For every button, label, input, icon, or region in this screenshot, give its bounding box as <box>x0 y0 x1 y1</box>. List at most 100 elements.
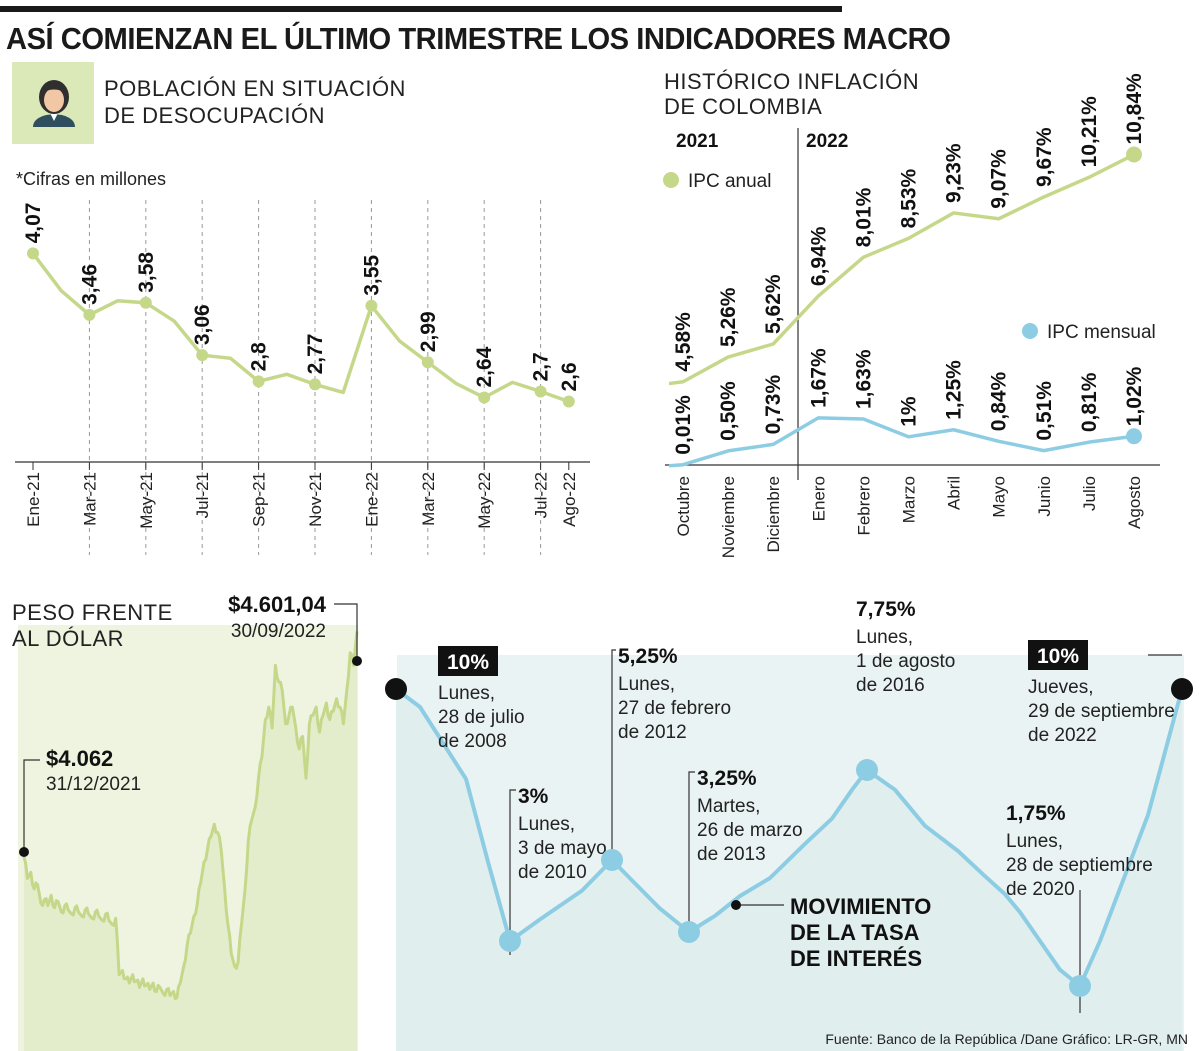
ipc-annual-label: 4,58% <box>672 312 695 372</box>
rate-date-label: 29 de septiembre <box>1028 701 1175 722</box>
ipc-annual-label: 10,21% <box>1078 96 1101 168</box>
data-point <box>365 299 378 312</box>
rate-value-label: 1,75% <box>1006 802 1066 825</box>
rate-date-label: Lunes, <box>518 814 575 835</box>
rate-leader-line <box>509 789 516 955</box>
data-label: 3,55 <box>360 255 383 296</box>
peso-start-date: 31/12/2021 <box>46 774 141 795</box>
unemployment-title-line2: DE DESOCUPACIÓN <box>104 103 325 128</box>
data-label: 2,64 <box>473 346 496 387</box>
peso-area-fill <box>24 631 357 1051</box>
rate-point <box>856 759 878 781</box>
peso-end-date: 30/09/2022 <box>231 621 326 642</box>
ipc-annual-line <box>668 152 1135 386</box>
rate-date-label: 28 de julio <box>438 707 525 728</box>
rate-date-label: Jueves, <box>1028 677 1093 698</box>
rate-date-label: Martes, <box>697 796 760 817</box>
rate-date-label: de 2012 <box>618 722 687 743</box>
year-2021-label: 2021 <box>676 131 719 152</box>
rate-date-label: 28 de septiembre <box>1006 855 1153 876</box>
rate-point-highlight <box>1171 678 1193 700</box>
peso-chart: PESO FRENTE AL DÓLAR $ $4.062 31/12/2021… <box>12 592 362 1051</box>
data-label: 2,99 <box>417 311 440 352</box>
month-tick-label: Mayo <box>990 476 1009 518</box>
rate-caption-line3: DE INTERÉS <box>790 946 922 971</box>
rate-caption-point <box>731 900 741 910</box>
x-tick-label: Ene-21 <box>24 472 43 527</box>
ipc-monthly-endpoint <box>1126 428 1142 445</box>
data-label: 3,06 <box>191 304 214 345</box>
rate-date-label: 27 de febrero <box>618 698 731 719</box>
data-label: 2,6 <box>558 362 581 391</box>
legend-monthly-swatch <box>1022 323 1038 339</box>
ipc-annual-endpoint <box>1126 146 1142 163</box>
rate-area-fill <box>396 689 1182 1051</box>
rate-point <box>678 921 700 943</box>
ipc-annual-label: 9,07% <box>988 149 1011 209</box>
data-label: 2,77 <box>304 334 327 375</box>
peso-series-line <box>22 631 359 1001</box>
data-point <box>196 349 209 362</box>
rate-value-badge <box>438 646 498 676</box>
month-tick-label: Marzo <box>900 476 919 523</box>
ipc-monthly-label: 1,02% <box>1123 366 1146 426</box>
legend-monthly-label: IPC mensual <box>1047 322 1156 343</box>
peso-end-value: $4.601,04 <box>228 592 327 617</box>
rate-leader-line <box>611 649 616 860</box>
data-point <box>478 391 491 404</box>
unemployment-title-line1: POBLACIÓN EN SITUACIÓN <box>104 76 406 101</box>
data-point <box>252 375 265 388</box>
data-point <box>534 385 547 398</box>
rate-caption-line1: MOVIMIENTO <box>790 894 931 919</box>
x-tick-label: Jul-21 <box>193 472 212 518</box>
data-point <box>562 395 575 408</box>
month-tick-label: Noviembre <box>719 476 738 558</box>
x-tick-label: Ago-22 <box>560 472 579 527</box>
rate-series-line <box>394 687 1184 988</box>
month-tick-label: Junio <box>1035 476 1054 517</box>
inflation-title-line2: DE COLOMBIA <box>664 94 822 119</box>
rate-date-label: de 2008 <box>438 731 507 752</box>
rate-point-highlight <box>385 678 407 700</box>
month-tick-label: Agosto <box>1125 476 1144 529</box>
unemployment-chart: POBLACIÓN EN SITUACIÓN DE DESOCUPACIÓN *… <box>12 62 590 555</box>
ipc-annual-label: 8,01% <box>852 187 875 247</box>
x-tick-label: Mar-21 <box>80 472 99 526</box>
month-tick-label: Octubre <box>674 476 693 536</box>
ipc-monthly-label: 1% <box>898 396 921 427</box>
data-point <box>309 378 321 391</box>
x-tick-label: Sep-21 <box>250 472 269 527</box>
ipc-annual-label: 6,94% <box>807 226 830 286</box>
ipc-monthly-label: 1,25% <box>943 360 966 420</box>
rate-point <box>499 930 521 952</box>
peso-start-leader <box>23 759 40 852</box>
ipc-monthly-label: 0,50% <box>717 381 740 441</box>
x-tick-label: Jul-22 <box>532 472 551 518</box>
legend-annual-swatch <box>663 172 679 188</box>
peso-end-point <box>352 656 362 666</box>
ipc-annual-label: 10,84% <box>1123 73 1146 145</box>
rate-date-label: Lunes, <box>1006 831 1063 852</box>
data-label: 3,58 <box>135 252 158 293</box>
data-label: 4,07 <box>22 203 45 244</box>
ipc-annual-label: 8,53% <box>898 168 921 228</box>
x-tick-label: May-22 <box>475 472 494 529</box>
ipc-monthly-label: 0,51% <box>1033 381 1056 441</box>
ipc-annual-label: 5,62% <box>762 274 785 334</box>
data-label: 2,7 <box>530 352 553 381</box>
peso-title-line1: PESO FRENTE <box>12 600 173 625</box>
peso-start-point <box>19 847 29 857</box>
month-tick-label: Diciembre <box>764 476 783 553</box>
data-label: 2,8 <box>248 342 271 372</box>
rate-leader-line <box>688 771 695 942</box>
rate-value-label: 5,25% <box>618 645 678 668</box>
ipc-monthly-line <box>668 416 1135 468</box>
rate-date-label: 26 de marzo <box>697 820 803 841</box>
ipc-monthly-label: 1,67% <box>807 348 830 408</box>
rate-point <box>1069 975 1091 997</box>
month-tick-label: Abril <box>945 476 964 510</box>
top-rule <box>0 6 842 12</box>
data-label: 3,46 <box>78 264 101 305</box>
rate-date-label: de 2022 <box>1028 725 1097 746</box>
x-tick-label: May-21 <box>137 472 156 529</box>
